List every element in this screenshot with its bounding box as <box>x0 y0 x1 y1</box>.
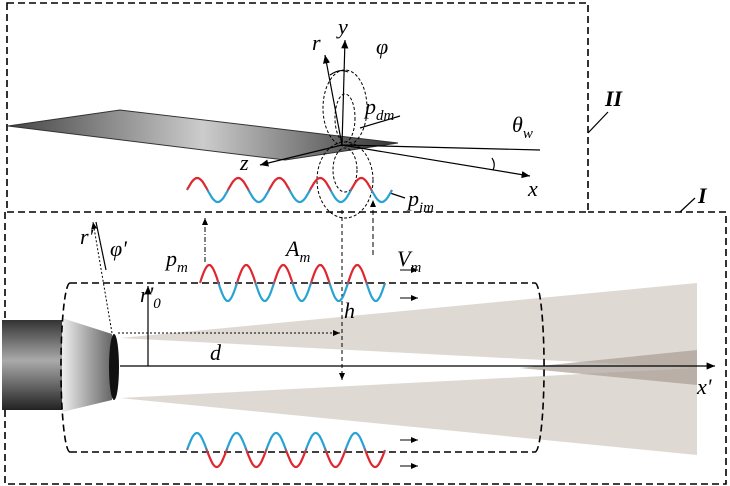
leader <box>359 115 401 129</box>
label-base: A <box>284 236 300 261</box>
label: II <box>604 86 624 111</box>
label: r' <box>80 224 94 249</box>
label: θw <box>512 112 533 142</box>
leader <box>587 111 609 134</box>
label-base: p <box>363 94 376 119</box>
label-base: θ <box>512 112 523 137</box>
jet-core <box>520 350 697 385</box>
label-base: p <box>164 246 177 271</box>
label-base: p <box>406 186 419 211</box>
nozzle-exit <box>109 334 119 400</box>
label-sub: m <box>177 260 188 276</box>
nozzle-taper <box>62 318 112 412</box>
label: d <box>210 340 222 365</box>
r-prime-axis <box>91 221 113 334</box>
label: pdm <box>363 94 395 124</box>
label-base: V <box>397 246 413 271</box>
label: Vm <box>397 246 421 276</box>
surface-line <box>341 144 541 151</box>
label-sub: m <box>410 260 421 276</box>
plate <box>7 109 399 161</box>
phi-prime-line <box>95 221 107 271</box>
label: z <box>239 150 249 175</box>
wave <box>198 263 387 303</box>
leader <box>679 197 696 213</box>
label-sub: im <box>419 200 434 216</box>
jet-lower <box>120 368 697 455</box>
label: Am <box>284 236 310 266</box>
label: pm <box>164 246 188 276</box>
label: pim <box>406 186 434 216</box>
label: r'0 <box>140 282 161 312</box>
label: r <box>312 30 321 55</box>
jet-upper <box>120 283 697 368</box>
y-axis <box>341 39 349 146</box>
label: x <box>527 176 538 201</box>
wave <box>185 431 387 469</box>
label: φ <box>376 34 388 59</box>
theta-arc <box>491 157 495 171</box>
wave <box>186 176 393 204</box>
label-base: r' <box>140 282 154 307</box>
waves <box>185 176 418 469</box>
r-axis <box>323 54 343 146</box>
directivity <box>316 69 374 219</box>
x-axis <box>341 144 531 179</box>
label: x' <box>696 374 712 399</box>
nozzle <box>2 320 64 410</box>
leader <box>389 192 406 199</box>
label-sub: dm <box>376 108 395 124</box>
label: I <box>697 183 708 208</box>
label-sub: m <box>299 250 310 266</box>
label: y <box>336 14 348 39</box>
label: φ' <box>110 236 127 261</box>
box-ii <box>6 2 589 213</box>
label-sub: w <box>523 126 533 142</box>
label: h <box>344 298 355 323</box>
z-axis <box>259 144 343 167</box>
label-sub: 0 <box>153 296 161 312</box>
